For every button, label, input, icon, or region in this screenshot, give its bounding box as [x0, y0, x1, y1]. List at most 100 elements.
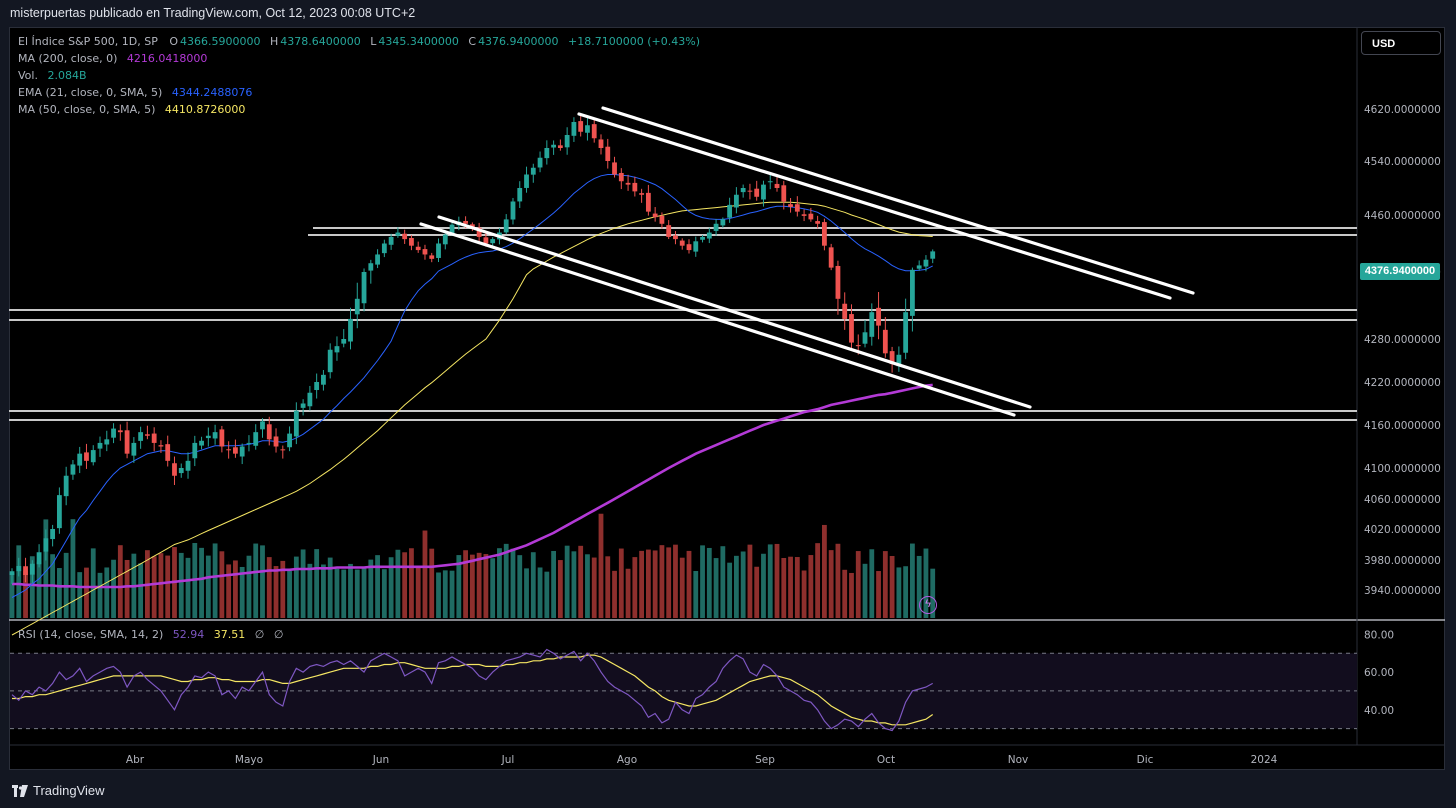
volume-bar — [733, 555, 739, 618]
volume-bar — [842, 569, 848, 618]
candle-body — [266, 424, 272, 440]
currency-button[interactable]: USD — [1361, 31, 1441, 55]
candle-body — [727, 204, 733, 218]
vol-label: Vol. — [18, 69, 38, 82]
volume-bar — [138, 563, 144, 618]
volume-bar — [747, 544, 753, 618]
ma200-value: 4216.0418000 — [126, 52, 208, 65]
volume-bar — [483, 554, 489, 618]
candle-body — [578, 121, 584, 132]
candle-body — [205, 435, 211, 439]
volume-bar — [801, 570, 807, 618]
candle-body — [673, 235, 678, 240]
candle-body — [70, 464, 76, 475]
volume-bar — [395, 549, 401, 618]
publisher-header: misterpuertas publicado en TradingView.c… — [10, 6, 416, 20]
candle-body — [632, 182, 638, 192]
candle-body — [226, 449, 232, 451]
volume-bar — [442, 570, 448, 618]
time-axis-tick: Abr — [126, 754, 145, 766]
volume-bar — [361, 567, 367, 618]
close-label: C — [468, 35, 477, 48]
candle-body — [910, 269, 915, 316]
volume-bar — [97, 572, 103, 618]
open-label: O — [169, 35, 178, 48]
volume-bar — [585, 554, 590, 618]
candle-body — [260, 421, 265, 430]
chart-area[interactable] — [9, 27, 1445, 770]
volume-bar — [449, 570, 455, 618]
candle-body — [90, 450, 96, 463]
candle-body — [625, 182, 631, 185]
time-axis-tick: Dic — [1137, 754, 1154, 766]
volume-bar — [693, 570, 699, 618]
volume-bar — [618, 548, 624, 618]
candle-body — [327, 349, 333, 373]
volume-bar — [165, 555, 171, 618]
volume-bar — [381, 569, 387, 618]
candle-body — [23, 566, 28, 575]
candle-body — [882, 329, 888, 354]
lightning-icon[interactable]: ϟ — [919, 596, 937, 614]
time-axis-tick: Jul — [501, 754, 515, 766]
candle-body — [571, 122, 577, 136]
volume-bar — [571, 551, 577, 618]
candle-body — [287, 433, 292, 448]
volume-bar — [645, 549, 651, 618]
volume-bar — [77, 572, 83, 618]
candle-body — [314, 382, 320, 391]
volume-bar — [815, 543, 821, 618]
candle-body — [652, 213, 658, 218]
ohlc-legend: El Índice S&P 500, 1D, SP O 4366.5900000 … — [18, 35, 702, 48]
candle-body — [524, 174, 529, 188]
volume-bar — [930, 568, 936, 618]
candle-body — [503, 219, 509, 233]
candle-body — [686, 244, 692, 251]
candle-body — [246, 442, 252, 444]
volume-bar — [476, 552, 482, 618]
ma50-legend: MA (50, close, 0, SMA, 5) 4410.8726000 — [18, 103, 247, 116]
candle-body — [300, 403, 306, 408]
volume-bar — [334, 568, 340, 618]
candle-body — [842, 303, 848, 319]
volume-bar — [564, 545, 570, 618]
volume-bar — [219, 551, 225, 618]
volume-bar — [855, 551, 861, 618]
candle-body — [551, 144, 556, 148]
candle-body — [544, 148, 550, 159]
candle-body — [835, 265, 841, 299]
candle-body — [341, 339, 347, 344]
candle-body — [192, 442, 198, 459]
candle-body — [212, 432, 218, 439]
candle-body — [564, 135, 570, 148]
volume-bar — [625, 568, 631, 618]
volume-bar — [862, 563, 868, 618]
candle-body — [605, 146, 611, 161]
candle-body — [713, 223, 719, 231]
rsi-value: 52.94 — [172, 628, 205, 641]
candle-body — [612, 162, 617, 175]
tradingview-logo-icon — [12, 784, 28, 797]
candle-body — [111, 428, 116, 438]
candle-body — [104, 439, 110, 445]
volume-bar — [598, 513, 604, 618]
last-price-label: 4376.9400000 — [1360, 263, 1440, 280]
channel-trendline — [437, 215, 1032, 409]
candle-body — [388, 236, 394, 245]
rsi-extra-2: ∅ — [273, 628, 284, 641]
low-value: 4345.3400000 — [378, 35, 459, 48]
footer-brand: TradingView — [33, 783, 105, 798]
volume-bar — [246, 555, 252, 618]
volume-bar — [761, 553, 766, 618]
candle-body — [591, 124, 597, 139]
time-axis-tick: Ago — [617, 754, 637, 766]
volume-bar — [300, 549, 306, 618]
candle-body — [720, 219, 726, 226]
volume-bar — [226, 564, 232, 618]
volume-legend: Vol. 2.084B — [18, 69, 89, 82]
rsi-extra-1: ∅ — [254, 628, 265, 641]
candle-body — [253, 432, 259, 446]
candle-body — [117, 430, 123, 433]
volume-bar — [436, 572, 441, 618]
